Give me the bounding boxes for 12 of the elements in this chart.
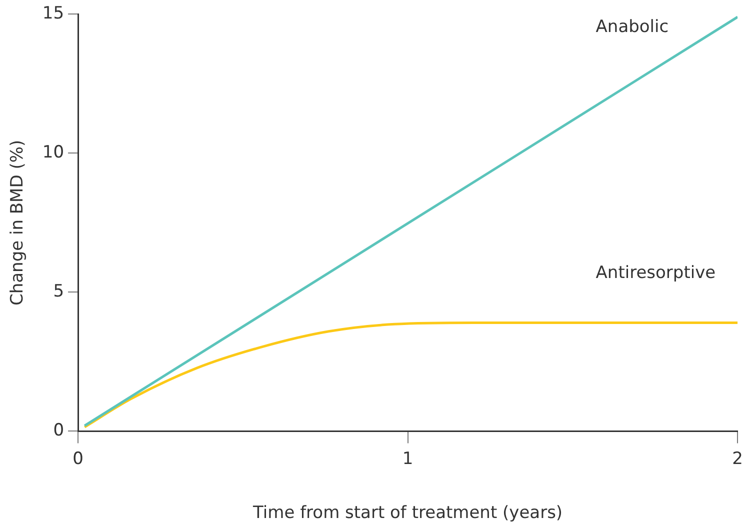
series-label: Anabolic [596, 17, 669, 38]
y-tick-label: 0 [53, 420, 64, 441]
y-tick-label: 15 [42, 4, 64, 24]
x-axis-title: Time from start of treatment (years) [252, 503, 563, 524]
y-tick-label: 10 [42, 142, 64, 163]
x-tick-label: 2 [732, 448, 744, 469]
y-tick-label: 5 [53, 282, 64, 302]
line-series [83, 322, 738, 428]
x-tick-label: 0 [72, 448, 84, 469]
y-axis-title: Change in BMD (%) [8, 140, 28, 306]
x-tick-label: 1 [402, 448, 414, 469]
text: Antiresorptive [596, 262, 716, 283]
